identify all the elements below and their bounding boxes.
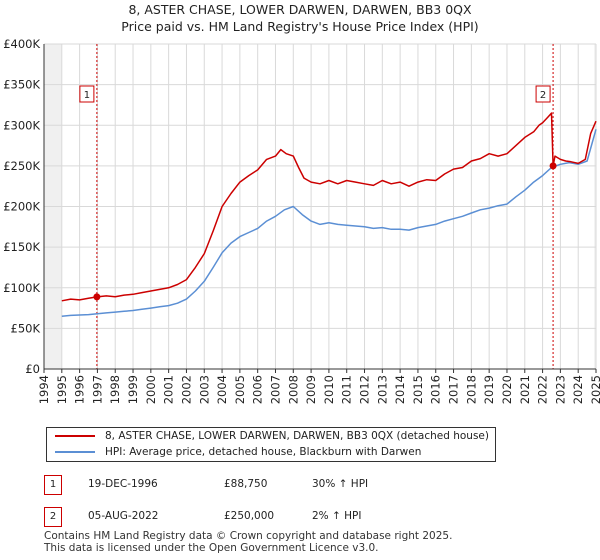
- footer: Contains HM Land Registry data © Crown c…: [44, 530, 452, 554]
- transaction-price: £250,000: [224, 510, 275, 522]
- x-tick-label: 1994: [37, 375, 51, 404]
- chart-subtitle: Price paid vs. HM Land Registry's House …: [121, 19, 479, 34]
- x-tick-label: 2018: [464, 375, 478, 404]
- sale-point: [93, 293, 101, 301]
- y-tick-label: £50K: [11, 321, 41, 335]
- x-tick-label: 1996: [73, 375, 87, 404]
- table-row: 2 05-AUG-2022 £250,000 2% ↑ HPI: [44, 507, 464, 527]
- x-tick-label: 2008: [286, 375, 300, 404]
- transaction-date: 19-DEC-1996: [88, 478, 158, 490]
- x-tick-label: 2024: [571, 375, 585, 404]
- x-tick-label: 2015: [411, 375, 425, 404]
- x-tick-label: 2003: [197, 375, 211, 404]
- x-tick-label: 2010: [322, 375, 336, 404]
- x-tick-label: 2023: [553, 375, 567, 404]
- table-row: 1 19-DEC-1996 £88,750 30% ↑ HPI: [44, 475, 464, 495]
- x-tick-label: 2011: [340, 375, 354, 404]
- x-tick-label: 2021: [518, 375, 532, 404]
- x-tick-label: 2002: [179, 375, 193, 404]
- y-tick-label: £200K: [3, 200, 40, 214]
- x-tick-label: 2005: [233, 375, 247, 404]
- transaction-hpi: 2% ↑ HPI: [312, 510, 362, 522]
- legend-label-property: 8, ASTER CHASE, LOWER DARWEN, DARWEN, BB…: [105, 430, 489, 442]
- transaction-badge: 1: [44, 475, 62, 495]
- x-tick-label: 2006: [251, 375, 265, 404]
- legend-item-hpi: HPI: Average price, detached house, Blac…: [55, 444, 421, 460]
- y-tick-label: £100K: [3, 281, 40, 295]
- x-tick-label: 1997: [90, 375, 104, 404]
- x-tick-label: 2025: [589, 375, 600, 404]
- chart-title: 8, ASTER CHASE, LOWER DARWEN, DARWEN, BB…: [128, 2, 472, 17]
- x-tick-label: 1995: [55, 375, 69, 404]
- transaction-hpi: 30% ↑ HPI: [312, 478, 369, 490]
- x-tick-label: 2007: [268, 375, 282, 404]
- sale-point: [549, 162, 557, 170]
- legend-item-property: 8, ASTER CHASE, LOWER DARWEN, DARWEN, BB…: [55, 428, 489, 444]
- y-tick-label: £300K: [3, 118, 40, 132]
- transaction-date: 05-AUG-2022: [88, 510, 159, 522]
- sale-badge-label: 2: [540, 90, 546, 101]
- x-tick-label: 2004: [215, 375, 229, 404]
- x-tick-label: 2014: [393, 375, 407, 404]
- x-tick-label: 2020: [500, 375, 514, 404]
- x-tick-label: 2022: [536, 375, 550, 404]
- x-tick-label: 2019: [482, 375, 496, 404]
- property-price-line: [61, 112, 597, 302]
- x-tick-label: 2001: [162, 375, 176, 404]
- legend-swatch-hpi: [55, 451, 95, 453]
- x-tick-label: 2009: [304, 375, 318, 404]
- sale-badge: [535, 85, 551, 103]
- y-tick-label: £250K: [3, 159, 40, 173]
- y-tick-label: £400K: [3, 37, 40, 51]
- hpi-line: [61, 129, 597, 317]
- legend-swatch-property: [55, 435, 95, 437]
- transaction-badge: 2: [44, 507, 62, 527]
- legend-label-hpi: HPI: Average price, detached house, Blac…: [105, 446, 422, 458]
- footer-copyright: Contains HM Land Registry data © Crown c…: [44, 530, 453, 542]
- x-tick-label: 2013: [375, 375, 389, 404]
- x-tick-label: 2016: [429, 375, 443, 404]
- transaction-price: £88,750: [224, 478, 268, 490]
- price-chart: £0 £50K £100K £150K £200K £250K £300K £350K £400…: [3, 37, 600, 404]
- sale-badge: [79, 85, 95, 103]
- y-tick-label: £350K: [3, 78, 40, 92]
- x-tick-label: 1998: [108, 375, 122, 404]
- x-tick-label: 2000: [144, 375, 158, 404]
- chart-legend: 8, ASTER CHASE, LOWER DARWEN, DARWEN, BB…: [46, 427, 496, 462]
- footer-license: This data is licensed under the Open Gov…: [44, 542, 379, 554]
- y-tick-label: £0: [25, 362, 40, 376]
- y-tick-label: £150K: [3, 240, 40, 254]
- sale-badge-label: 1: [84, 90, 90, 101]
- x-tick-label: 1999: [126, 375, 140, 404]
- x-tick-label: 2012: [358, 375, 372, 404]
- x-tick-label: 2017: [447, 375, 461, 404]
